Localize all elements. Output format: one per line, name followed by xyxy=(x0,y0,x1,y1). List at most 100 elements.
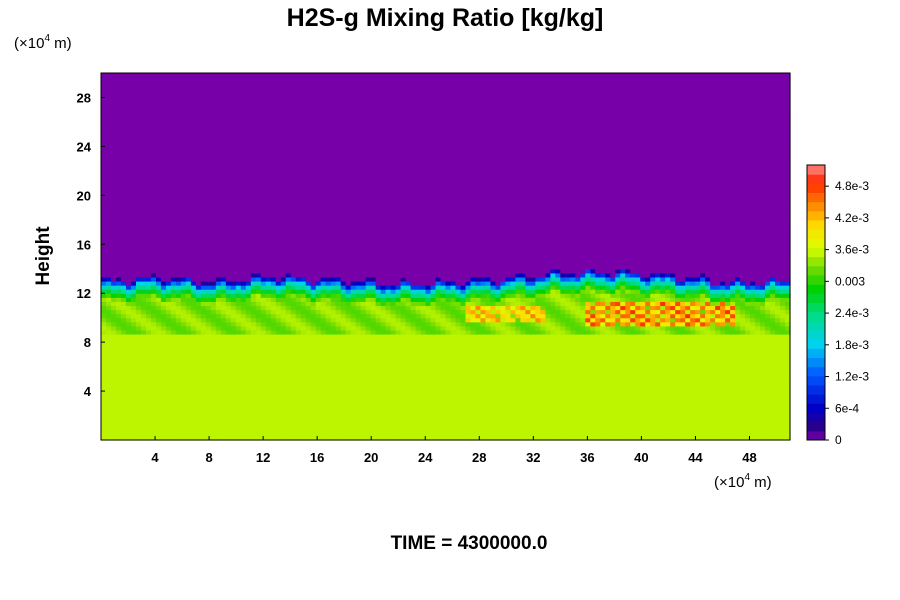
heatmap-cell xyxy=(770,411,776,417)
heatmap-cell xyxy=(360,333,367,339)
heatmap-cell xyxy=(215,354,222,360)
heatmap-cell xyxy=(545,358,551,364)
heatmap-cell xyxy=(101,370,107,376)
heatmap-cell xyxy=(745,321,751,327)
heatmap-cell xyxy=(295,305,302,311)
heatmap-cell xyxy=(430,338,437,343)
heatmap-cell xyxy=(180,362,187,368)
heatmap-cell xyxy=(400,382,407,388)
heatmap-cell xyxy=(550,435,556,441)
heatmap-cell xyxy=(255,309,262,315)
heatmap-cell xyxy=(740,350,746,355)
heatmap-cell xyxy=(550,293,556,298)
heatmap-cell xyxy=(195,391,202,396)
heatmap-cell xyxy=(110,399,117,404)
heatmap-cell xyxy=(350,313,357,319)
heatmap-cell xyxy=(705,391,711,396)
heatmap-cell xyxy=(280,293,287,298)
heatmap-cell xyxy=(535,374,541,380)
heatmap-cell xyxy=(655,427,661,433)
heatmap-cell xyxy=(630,305,636,311)
heatmap-cell xyxy=(740,403,746,408)
heatmap-cell xyxy=(205,415,212,421)
heatmap-cell xyxy=(265,354,272,360)
heatmap-cell xyxy=(770,317,776,323)
heatmap-cell xyxy=(500,366,507,372)
heatmap-cell xyxy=(270,370,277,376)
heatmap-cell xyxy=(385,382,392,388)
heatmap-cell xyxy=(610,386,616,392)
heatmap-cell xyxy=(695,354,701,360)
heatmap-cell xyxy=(500,297,507,302)
heatmap-cell xyxy=(335,350,342,355)
heatmap-cell xyxy=(540,395,546,400)
heatmap-cell xyxy=(225,378,232,384)
heatmap-cell xyxy=(690,419,696,425)
heatmap-cell xyxy=(110,297,117,302)
heatmap-cell xyxy=(560,305,566,311)
heatmap-cell xyxy=(230,297,237,302)
heatmap-cell xyxy=(315,305,322,311)
heatmap-cell xyxy=(420,378,427,384)
heatmap-cell xyxy=(325,297,332,302)
heatmap-cell xyxy=(265,329,272,335)
heatmap-cell xyxy=(615,358,621,364)
heatmap-cell xyxy=(660,423,666,429)
heatmap-cell xyxy=(450,423,457,429)
heatmap-cell xyxy=(695,423,701,429)
heatmap-cell xyxy=(135,305,142,311)
heatmap-cell xyxy=(455,354,462,360)
heatmap-cell xyxy=(280,399,287,404)
heatmap-cell xyxy=(365,293,372,298)
heatmap-cell xyxy=(585,374,591,380)
heatmap-cell xyxy=(560,309,566,315)
heatmap-cell xyxy=(360,350,367,355)
heatmap-cell xyxy=(195,374,202,380)
heatmap-cell xyxy=(175,342,182,347)
heatmap-cell xyxy=(480,350,487,355)
heatmap-cell xyxy=(180,407,187,413)
heatmap-cell xyxy=(310,305,317,311)
heatmap-cell xyxy=(550,362,556,368)
heatmap-cell xyxy=(410,293,417,298)
heatmap-cell xyxy=(680,342,686,347)
heatmap-cell xyxy=(385,423,392,429)
heatmap-cell xyxy=(610,378,616,384)
heatmap-cell xyxy=(515,313,521,319)
heatmap-cell xyxy=(135,321,142,327)
heatmap-cell xyxy=(500,293,507,298)
heatmap-cell xyxy=(420,293,427,298)
heatmap-cell xyxy=(180,399,187,404)
heatmap-cell xyxy=(470,297,477,302)
heatmap-cell xyxy=(485,427,492,433)
heatmap-cell xyxy=(395,399,402,404)
heatmap-cell xyxy=(295,333,302,339)
heatmap-cell xyxy=(690,395,696,400)
heatmap-cell xyxy=(495,382,502,388)
heatmap-cell xyxy=(300,370,307,376)
heatmap-cell xyxy=(500,362,507,368)
heatmap-cell xyxy=(290,362,297,368)
heatmap-cell xyxy=(330,427,337,433)
heatmap-cell xyxy=(320,423,327,429)
heatmap-cell xyxy=(635,419,641,425)
heatmap-cell xyxy=(440,382,447,388)
heatmap-cell xyxy=(240,419,247,425)
heatmap-cell xyxy=(440,386,447,392)
heatmap-cell xyxy=(545,354,551,360)
heatmap-cell xyxy=(101,293,107,298)
heatmap-cell xyxy=(335,293,342,298)
heatmap-cell xyxy=(220,329,227,335)
heatmap-cell xyxy=(505,301,511,307)
heatmap-cell xyxy=(110,427,117,433)
heatmap-cell xyxy=(580,431,586,437)
heatmap-cell xyxy=(510,362,516,368)
heatmap-cell xyxy=(255,305,262,311)
heatmap-cell xyxy=(225,427,232,433)
heatmap-cell xyxy=(330,362,337,368)
heatmap-cell xyxy=(590,370,596,376)
heatmap-cell xyxy=(390,309,397,315)
heatmap-cell xyxy=(101,325,107,331)
heatmap-cell xyxy=(775,423,781,429)
heatmap-cell xyxy=(535,435,541,441)
